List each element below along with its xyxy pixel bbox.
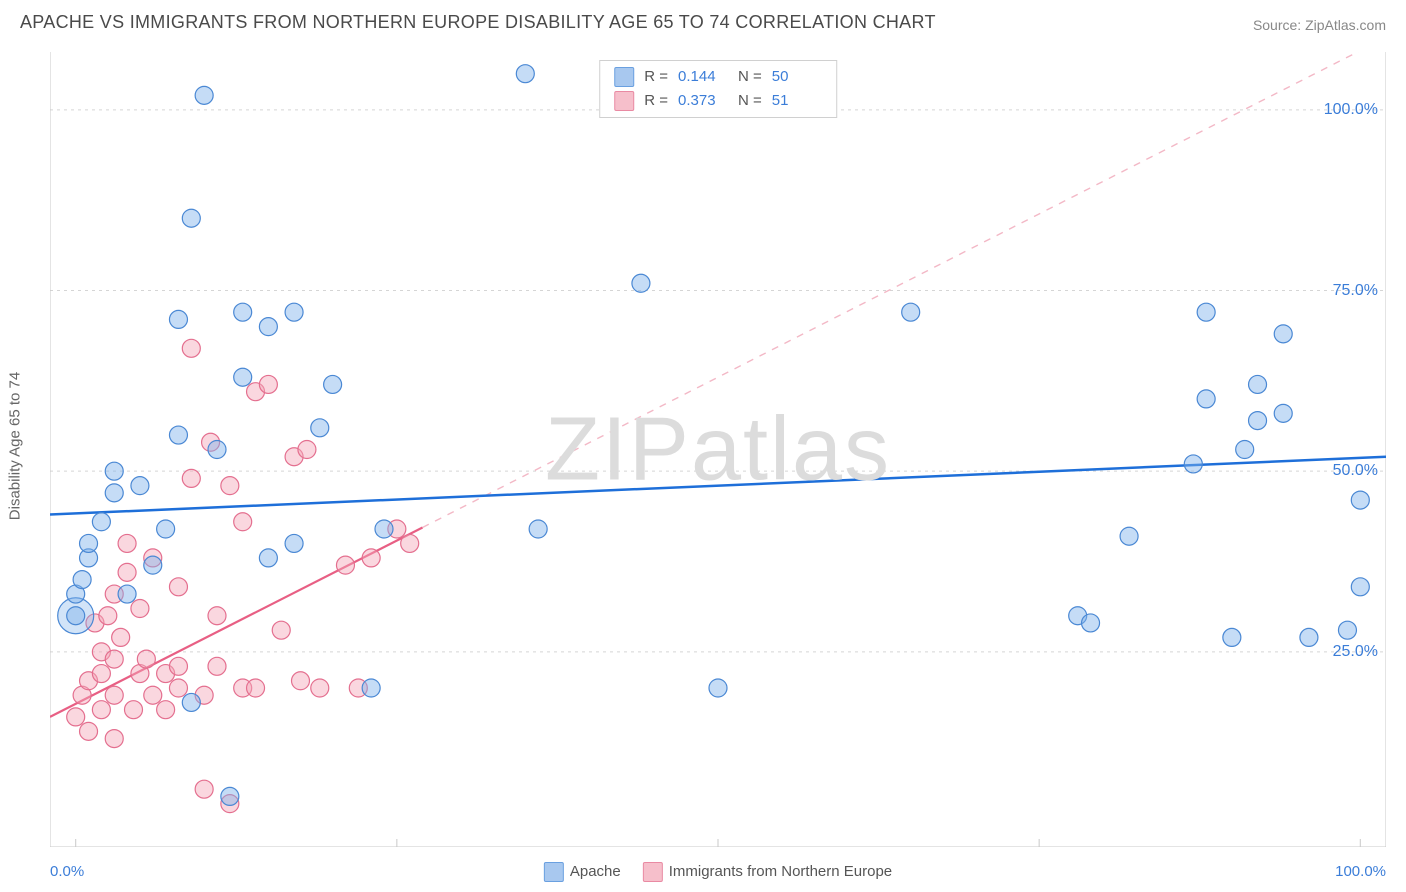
legend-item-b: Immigrants from Northern Europe: [643, 862, 892, 882]
chart-plot-area: ZIPatlas R =0.144 N =50 R =0.373 N =51 2…: [50, 52, 1386, 847]
stats-swatch-b: [614, 91, 634, 111]
chart-source: Source: ZipAtlas.com: [1253, 17, 1386, 33]
stats-row-a: R =0.144 N =50: [614, 65, 822, 89]
stats-row-b: R =0.373 N =51: [614, 89, 822, 113]
stat-n-a: 50: [772, 65, 822, 89]
correlation-stats-box: R =0.144 N =50 R =0.373 N =51: [599, 60, 837, 118]
stat-r-a: 0.144: [678, 65, 728, 89]
x-axis-max-label: 100.0%: [1335, 863, 1386, 880]
legend-item-a: Apache: [544, 862, 621, 882]
legend-label-a: Apache: [570, 862, 621, 879]
stats-swatch-a: [614, 67, 634, 87]
stat-r-b: 0.373: [678, 89, 728, 113]
stat-n-b: 51: [772, 89, 822, 113]
legend-swatch-b: [643, 862, 663, 882]
y-axis-label: Disability Age 65 to 74: [7, 372, 24, 520]
y-tick-label: 100.0%: [1324, 101, 1378, 119]
chart-title: APACHE VS IMMIGRANTS FROM NORTHERN EUROP…: [20, 12, 936, 33]
y-tick-label: 50.0%: [1333, 462, 1378, 480]
y-tick-label: 75.0%: [1333, 282, 1378, 300]
legend-label-b: Immigrants from Northern Europe: [669, 862, 892, 879]
series-legend: Apache Immigrants from Northern Europe: [544, 862, 892, 882]
x-axis-min-label: 0.0%: [50, 863, 84, 880]
x-axis-footer: 0.0% Apache Immigrants from Northern Eur…: [50, 863, 1386, 880]
scatter-svg: [50, 52, 1386, 847]
y-tick-label: 25.0%: [1333, 643, 1378, 661]
legend-swatch-a: [544, 862, 564, 882]
